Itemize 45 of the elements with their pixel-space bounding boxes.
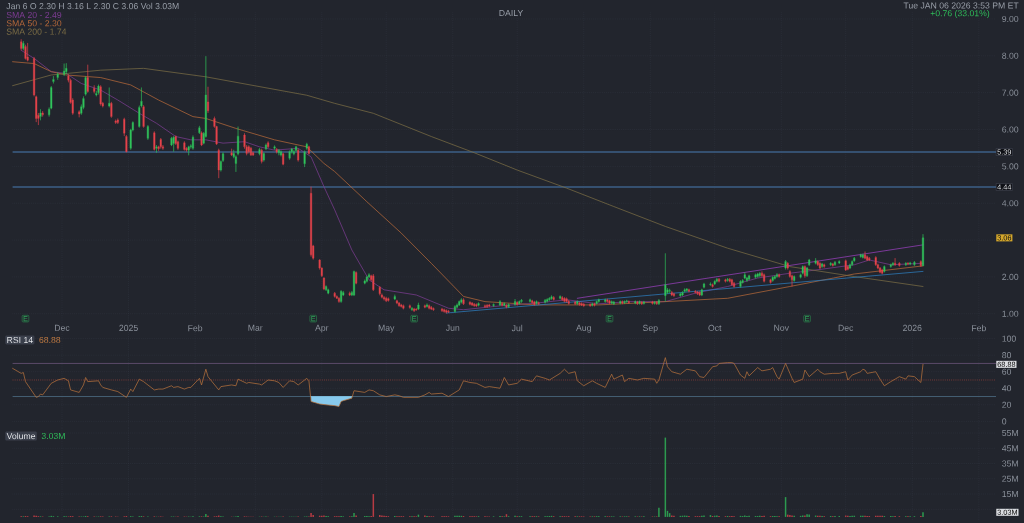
y-tick-label: 9.00 bbox=[1002, 15, 1019, 23]
chart-title: Volume bbox=[6, 432, 36, 440]
x-tick-label: Mar bbox=[248, 324, 263, 331]
chart-title: RSI 14 bbox=[7, 336, 33, 344]
x-tick-label: 2025 bbox=[119, 324, 138, 331]
x-tick-label: Dec bbox=[55, 324, 70, 331]
y-tick-label: 80 bbox=[1002, 352, 1012, 359]
text: SMA 50 - 2.30 bbox=[6, 20, 62, 27]
text: Tue JAN 06 2026 3:53 PM ET bbox=[903, 2, 1019, 9]
y-tick-label: 6.00 bbox=[1002, 126, 1019, 133]
y-tick-label: 60 bbox=[1002, 368, 1012, 375]
text: SMA 20 - 2.49 bbox=[6, 11, 62, 19]
x-tick-label: Apr bbox=[315, 324, 329, 333]
y-tick-label: 15M bbox=[1002, 491, 1018, 498]
x-tick-label: Aug bbox=[576, 324, 591, 333]
y-tick-label: 35M bbox=[1002, 460, 1018, 467]
x-tick-label: Oct bbox=[708, 324, 722, 331]
x-tick-label: Feb bbox=[972, 324, 986, 332]
x-tick-label: May bbox=[378, 324, 395, 333]
annotation: 3.03M bbox=[41, 432, 65, 440]
y-tick-label: 7.00 bbox=[1002, 89, 1019, 96]
x-tick-label: Nov bbox=[774, 324, 789, 331]
chart-title: DAILY bbox=[499, 10, 524, 16]
x-tick-label: Sep bbox=[643, 324, 658, 333]
text: SMA 200 - 1.74 bbox=[6, 28, 67, 35]
x-tick-label: 2026 bbox=[903, 324, 922, 331]
y-tick-label: 0 bbox=[1002, 418, 1007, 425]
x-tick-label: Jul bbox=[511, 324, 523, 332]
y-tick-label: 55M bbox=[1002, 430, 1018, 437]
y-tick-label: 2.00 bbox=[1002, 273, 1019, 280]
y-tick-label: 20 bbox=[1002, 401, 1012, 408]
text: Jan 6 O 2.30 H 3.16 L 2.30 C 3.06 Vol 3.03M bbox=[6, 2, 179, 10]
annotation: +0.76 (33.01%) bbox=[930, 9, 990, 19]
y-tick-label: 45M bbox=[1001, 445, 1018, 452]
annotation: 68.88 bbox=[39, 336, 61, 344]
x-tick-label: Feb bbox=[188, 324, 203, 332]
y-tick-label: 5.00 bbox=[1002, 163, 1019, 170]
y-tick-label: 1.00 bbox=[1002, 310, 1019, 317]
y-tick-label: 8.00 bbox=[1002, 52, 1019, 59]
y-tick-label: 4.00 bbox=[1001, 200, 1019, 207]
y-tick-label: 25M bbox=[1002, 475, 1018, 482]
x-tick-label: Jun bbox=[445, 324, 460, 331]
x-tick-label: Dec bbox=[838, 324, 854, 331]
y-tick-label: 100 bbox=[1002, 335, 1016, 342]
y-tick-label: 40 bbox=[1001, 385, 1012, 392]
